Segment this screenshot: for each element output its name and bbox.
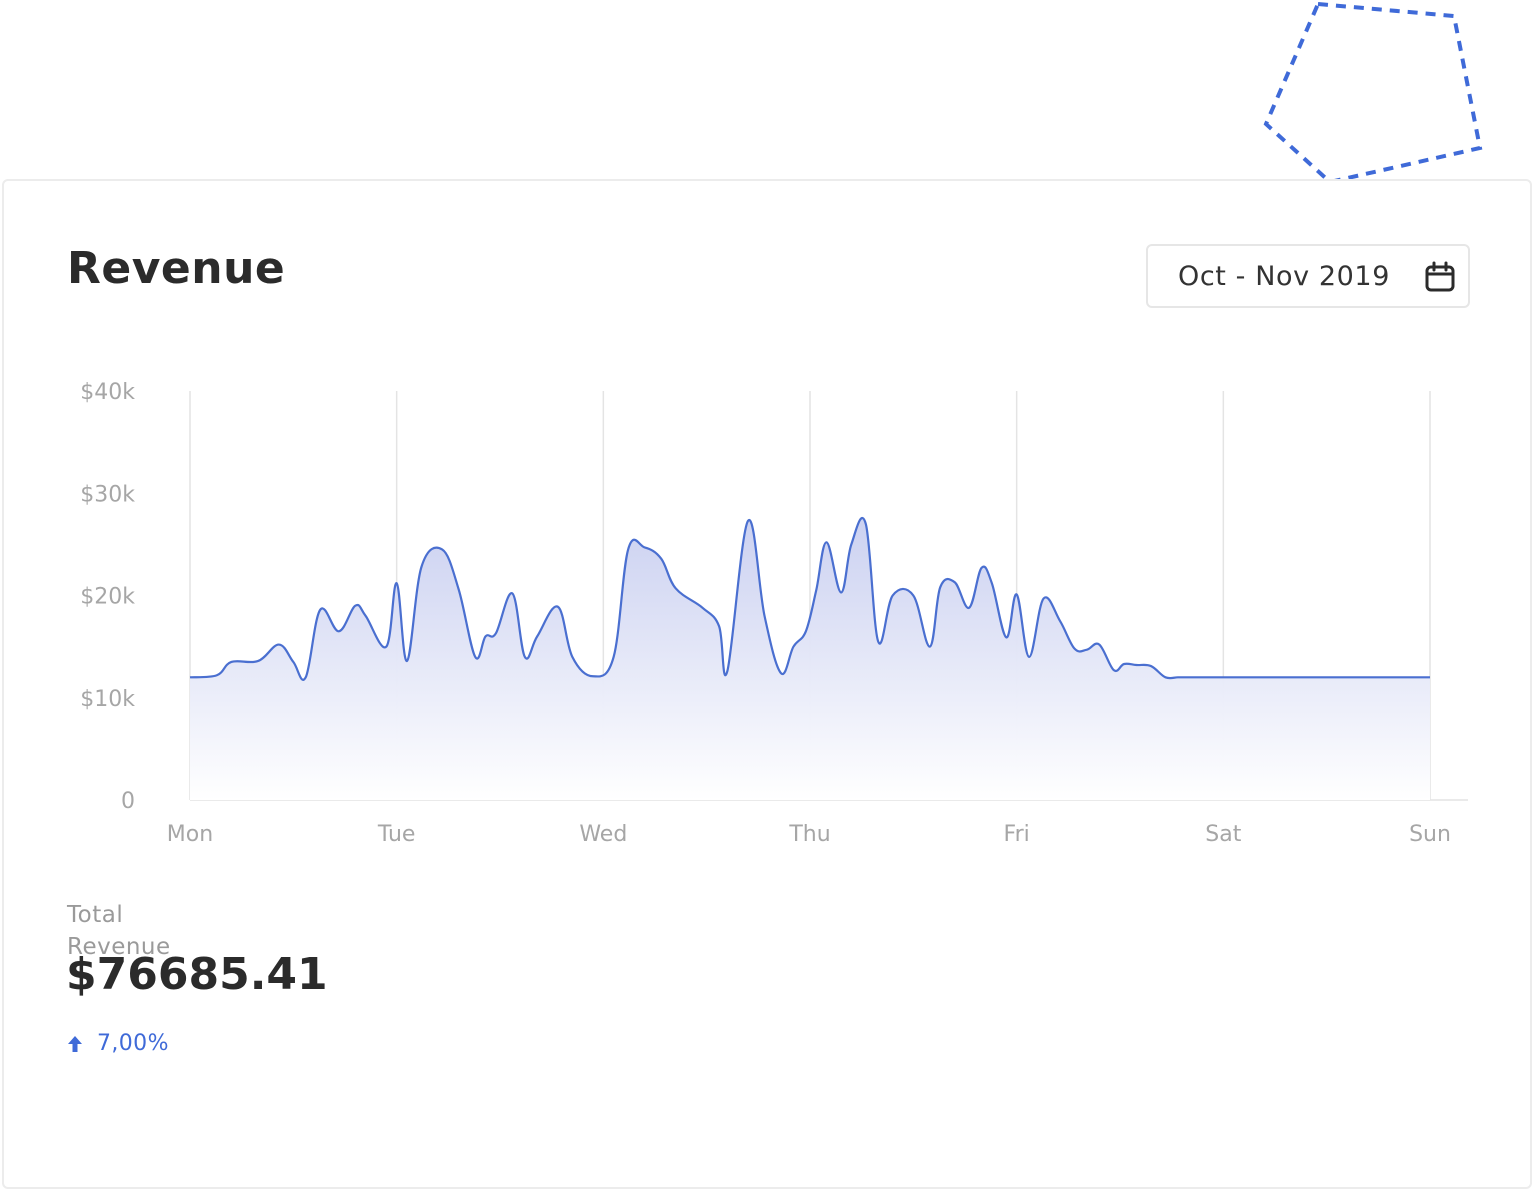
card-title: Revenue bbox=[67, 243, 286, 294]
y-tick-label: $40k bbox=[80, 380, 135, 405]
x-tick-label: Wed bbox=[579, 822, 627, 847]
revenue-card: Revenue Oct - Nov 2019 0 $10k $20k $30k $40k… bbox=[2, 179, 1532, 1189]
y-tick-label: $20k bbox=[80, 585, 135, 610]
decorative-dashed-shape bbox=[1263, 1, 1483, 180]
x-tick-label: Mon bbox=[167, 822, 213, 847]
total-revenue-value: $76685.41 bbox=[66, 949, 328, 1000]
y-tick-label: $30k bbox=[80, 482, 135, 507]
revenue-change-value: 7,00% bbox=[97, 1031, 169, 1056]
y-axis: 0 $10k $20k $30k $40k bbox=[80, 380, 135, 814]
revenue-area-chart: 0 $10k $20k $30k $40k Mon Tue Wed Thu Fri Sat Sun bbox=[80, 380, 1468, 847]
y-tick-label: 0 bbox=[121, 789, 135, 814]
arrow-up-icon bbox=[68, 1035, 82, 1052]
chart-series bbox=[189, 516, 1430, 800]
total-revenue-label: Total Revenue bbox=[67, 902, 171, 960]
calendar-icon bbox=[1425, 261, 1455, 292]
x-tick-label: Thu bbox=[788, 822, 830, 847]
revenue-line bbox=[189, 516, 1430, 681]
date-range-label: Oct - Nov 2019 bbox=[1178, 261, 1390, 292]
y-tick-label: $10k bbox=[80, 687, 135, 712]
dashed-pentagon-outline bbox=[1263, 1, 1483, 180]
x-tick-label: Sat bbox=[1205, 822, 1241, 847]
date-range-picker[interactable]: Oct - Nov 2019 bbox=[1146, 244, 1470, 308]
x-tick-label: Fri bbox=[1004, 822, 1030, 847]
x-tick-label: Sun bbox=[1409, 822, 1451, 847]
x-axis: Mon Tue Wed Thu Fri Sat Sun bbox=[167, 822, 1451, 847]
x-tick-label: Tue bbox=[377, 822, 416, 847]
revenue-change: 7,00% bbox=[67, 1031, 169, 1056]
revenue-area-fill bbox=[190, 518, 1430, 800]
